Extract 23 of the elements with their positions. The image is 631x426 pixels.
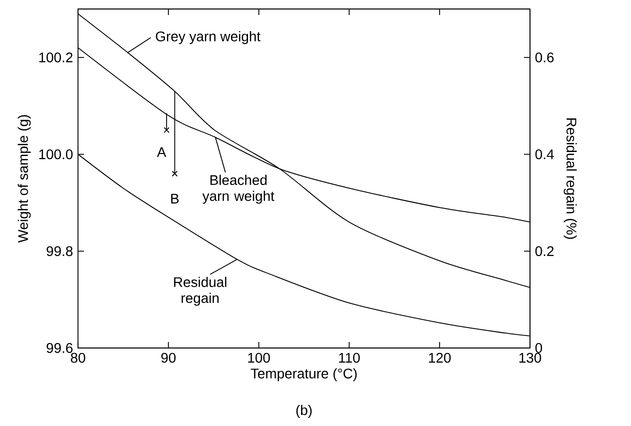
- x-tick-label: 80: [70, 352, 86, 363]
- x-tick-label: 110: [339, 352, 360, 363]
- x-tick-label: 90: [161, 352, 176, 363]
- y-axis-title: Weight of sample (g): [18, 115, 31, 243]
- y2-tick-label: 0.4: [535, 149, 554, 160]
- annotation: B: [171, 194, 179, 204]
- annotation: Residual regain: [174, 276, 226, 306]
- annotation: Bleached yarn weight: [202, 174, 274, 204]
- annotation: A: [156, 147, 166, 157]
- x-tick-label: 100: [248, 352, 270, 363]
- x-axis-title: Temperature (°C): [250, 368, 357, 382]
- y2-axis-title: Residual regain (%): [564, 118, 577, 239]
- x-tick-label: 120: [429, 352, 451, 363]
- y-tick-label: 99.8: [46, 246, 73, 256]
- y2-tick-label: 0: [535, 343, 542, 353]
- text: (b): [296, 404, 312, 418]
- annotation: Grey yarn weight: [156, 31, 260, 44]
- x-tick-label: 130: [519, 352, 542, 363]
- y2-tick-label: 0.6: [535, 52, 554, 62]
- y-tick-label: 99.6: [46, 343, 73, 353]
- y-tick-label: 100.0: [39, 149, 73, 160]
- y-tick-label: 100.2: [39, 52, 72, 62]
- y2-tick-label: 0.2: [535, 246, 554, 256]
